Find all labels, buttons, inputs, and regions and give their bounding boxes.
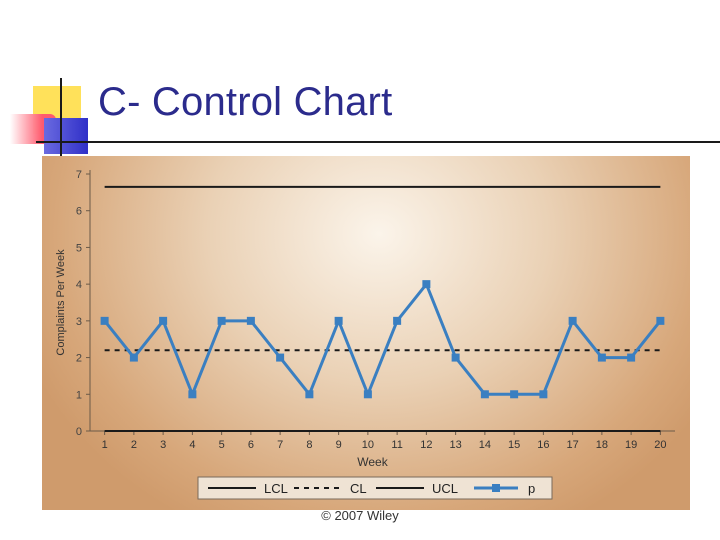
- x-tick-label: 8: [306, 439, 312, 451]
- y-tick-label: 4: [76, 279, 82, 291]
- p-data-point: [276, 353, 285, 362]
- p-data-point: [568, 316, 577, 325]
- y-tick-label: 3: [76, 316, 82, 328]
- title-underline: [36, 141, 720, 143]
- decor-blue-square: [44, 118, 88, 154]
- x-tick-label: 10: [362, 439, 374, 451]
- x-tick-label: 6: [248, 439, 254, 451]
- y-tick-label: 2: [76, 353, 82, 365]
- p-data-point: [422, 280, 431, 289]
- x-tick-label: 19: [625, 439, 637, 451]
- p-data-point: [159, 316, 168, 325]
- x-tick-label: 13: [450, 439, 462, 451]
- legend-marker: [492, 484, 500, 492]
- x-tick-label: 11: [391, 439, 402, 451]
- y-tick-label: 0: [76, 426, 82, 438]
- x-tick-label: 1: [102, 439, 108, 451]
- y-tick-label: 1: [76, 389, 82, 401]
- legend-label: CL: [350, 481, 367, 496]
- y-tick-label: 5: [76, 242, 82, 254]
- p-data-point: [480, 390, 489, 399]
- legend-box: [197, 476, 553, 500]
- copyright-text: © 2007 Wiley: [321, 508, 399, 523]
- y-axis-label: Complaints Per Week: [55, 249, 67, 356]
- legend-label: UCL: [432, 481, 458, 496]
- p-data-point: [129, 353, 138, 362]
- x-tick-label: 7: [277, 439, 283, 451]
- x-tick-label: 17: [567, 439, 579, 451]
- x-tick-label: 2: [131, 439, 137, 451]
- x-tick-label: 4: [189, 439, 195, 451]
- p-data-point: [597, 353, 606, 362]
- x-tick-label: 20: [654, 439, 666, 451]
- x-tick-label: 15: [508, 439, 520, 451]
- p-data-point: [539, 390, 548, 399]
- legend-label: LCL: [264, 481, 288, 496]
- p-data-point: [188, 390, 197, 399]
- x-axis-label: Week: [357, 455, 388, 469]
- p-data-point: [627, 353, 636, 362]
- slide-title: C- Control Chart: [98, 80, 393, 124]
- legend-label: p: [528, 481, 535, 496]
- x-tick-label: 3: [160, 439, 166, 451]
- x-tick-label: 5: [219, 439, 225, 451]
- decor-vertical-line: [60, 78, 62, 160]
- y-tick-label: 7: [76, 169, 82, 181]
- p-data-point: [656, 316, 665, 325]
- x-tick-label: 16: [537, 439, 549, 451]
- p-data-point: [334, 316, 343, 325]
- x-tick-label: 18: [596, 439, 608, 451]
- p-data-point: [246, 316, 255, 325]
- x-tick-label: 14: [479, 439, 491, 451]
- p-series-line: [103, 282, 662, 396]
- p-data-point: [393, 316, 402, 325]
- p-data-point: [100, 316, 109, 325]
- p-data-point: [451, 353, 460, 362]
- p-data-point: [510, 390, 519, 399]
- p-data-point: [363, 390, 372, 399]
- x-tick-label: 9: [336, 439, 342, 451]
- p-data-point: [217, 316, 226, 325]
- y-tick-label: 6: [76, 206, 82, 218]
- p-data-point: [305, 390, 314, 399]
- x-tick-label: 12: [420, 439, 432, 451]
